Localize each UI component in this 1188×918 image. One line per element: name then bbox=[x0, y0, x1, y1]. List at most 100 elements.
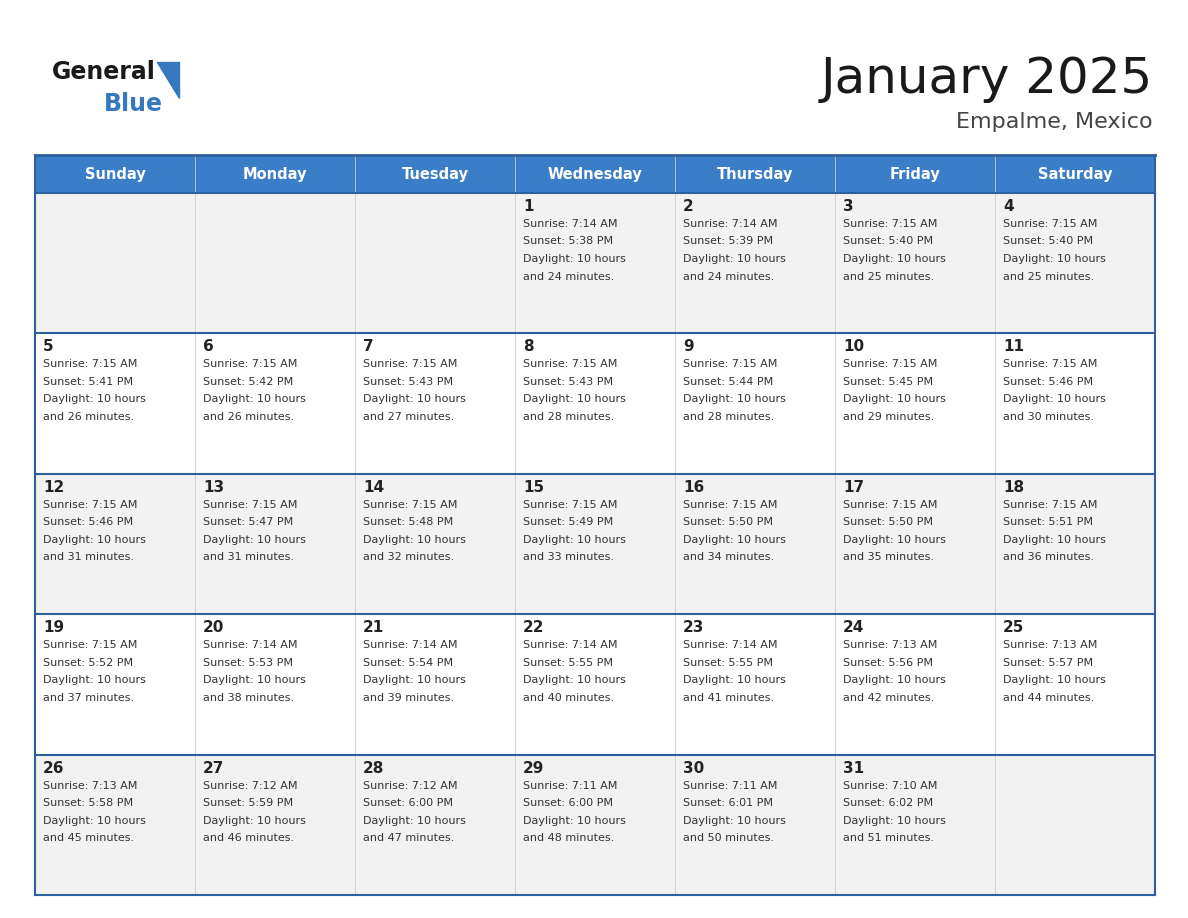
Text: Sunset: 5:50 PM: Sunset: 5:50 PM bbox=[683, 518, 773, 527]
Text: Daylight: 10 hours: Daylight: 10 hours bbox=[843, 535, 946, 544]
Bar bbox=[34, 155, 195, 193]
Text: Sunset: 5:52 PM: Sunset: 5:52 PM bbox=[43, 657, 133, 667]
Text: Sunrise: 7:15 AM: Sunrise: 7:15 AM bbox=[843, 219, 937, 229]
Text: Sunrise: 7:15 AM: Sunrise: 7:15 AM bbox=[43, 499, 138, 509]
Bar bbox=[195, 155, 355, 193]
Text: 15: 15 bbox=[523, 480, 544, 495]
Text: 2: 2 bbox=[683, 199, 694, 214]
Text: and 27 minutes.: and 27 minutes. bbox=[364, 412, 454, 422]
Text: 31: 31 bbox=[843, 761, 864, 776]
Text: and 48 minutes.: and 48 minutes. bbox=[523, 834, 614, 843]
Text: Sunrise: 7:15 AM: Sunrise: 7:15 AM bbox=[43, 360, 138, 369]
Text: Empalme, Mexico: Empalme, Mexico bbox=[956, 112, 1154, 132]
Text: 22: 22 bbox=[523, 621, 544, 635]
Text: General: General bbox=[52, 60, 156, 84]
Text: and 24 minutes.: and 24 minutes. bbox=[683, 272, 775, 282]
Text: Sunset: 5:38 PM: Sunset: 5:38 PM bbox=[523, 237, 613, 247]
Text: 9: 9 bbox=[683, 340, 694, 354]
Text: Sunset: 5:47 PM: Sunset: 5:47 PM bbox=[203, 518, 293, 527]
Text: Sunset: 5:43 PM: Sunset: 5:43 PM bbox=[364, 377, 453, 386]
Text: Sunset: 5:49 PM: Sunset: 5:49 PM bbox=[523, 518, 613, 527]
Text: and 51 minutes.: and 51 minutes. bbox=[843, 834, 934, 843]
Text: 6: 6 bbox=[203, 340, 214, 354]
Bar bbox=[996, 155, 1155, 193]
Text: and 40 minutes.: and 40 minutes. bbox=[523, 693, 614, 702]
Bar bbox=[34, 474, 1155, 614]
Text: Daylight: 10 hours: Daylight: 10 hours bbox=[523, 254, 626, 264]
Text: 4: 4 bbox=[1003, 199, 1013, 214]
Text: Sunrise: 7:14 AM: Sunrise: 7:14 AM bbox=[683, 219, 777, 229]
Text: Sunrise: 7:14 AM: Sunrise: 7:14 AM bbox=[203, 640, 297, 650]
Text: 27: 27 bbox=[203, 761, 225, 776]
Text: Sunset: 5:57 PM: Sunset: 5:57 PM bbox=[1003, 657, 1093, 667]
Text: Daylight: 10 hours: Daylight: 10 hours bbox=[523, 395, 626, 405]
Text: Daylight: 10 hours: Daylight: 10 hours bbox=[843, 815, 946, 825]
Text: and 45 minutes.: and 45 minutes. bbox=[43, 834, 134, 843]
Bar bbox=[34, 193, 1155, 333]
Text: and 29 minutes.: and 29 minutes. bbox=[843, 412, 934, 422]
Text: Monday: Monday bbox=[242, 166, 308, 182]
Text: Daylight: 10 hours: Daylight: 10 hours bbox=[683, 395, 786, 405]
Text: Sunrise: 7:14 AM: Sunrise: 7:14 AM bbox=[523, 219, 618, 229]
Text: Sunrise: 7:15 AM: Sunrise: 7:15 AM bbox=[203, 499, 297, 509]
Text: Sunrise: 7:15 AM: Sunrise: 7:15 AM bbox=[843, 360, 937, 369]
Text: Sunset: 5:46 PM: Sunset: 5:46 PM bbox=[1003, 377, 1093, 386]
Text: Sunrise: 7:15 AM: Sunrise: 7:15 AM bbox=[683, 499, 777, 509]
Bar bbox=[34, 614, 1155, 755]
Bar bbox=[516, 155, 675, 193]
Text: Saturday: Saturday bbox=[1038, 166, 1112, 182]
Text: Sunrise: 7:15 AM: Sunrise: 7:15 AM bbox=[843, 499, 937, 509]
Text: Daylight: 10 hours: Daylight: 10 hours bbox=[523, 676, 626, 685]
Text: Sunset: 6:02 PM: Sunset: 6:02 PM bbox=[843, 798, 933, 808]
Text: Sunset: 5:53 PM: Sunset: 5:53 PM bbox=[203, 657, 293, 667]
Text: Daylight: 10 hours: Daylight: 10 hours bbox=[1003, 254, 1106, 264]
Bar bbox=[34, 755, 1155, 895]
Text: Sunrise: 7:14 AM: Sunrise: 7:14 AM bbox=[364, 640, 457, 650]
Text: 24: 24 bbox=[843, 621, 865, 635]
Text: 5: 5 bbox=[43, 340, 53, 354]
Text: 19: 19 bbox=[43, 621, 64, 635]
Text: and 34 minutes.: and 34 minutes. bbox=[683, 553, 775, 563]
Text: and 50 minutes.: and 50 minutes. bbox=[683, 834, 775, 843]
Text: 1: 1 bbox=[523, 199, 533, 214]
Text: Daylight: 10 hours: Daylight: 10 hours bbox=[683, 815, 786, 825]
Text: January 2025: January 2025 bbox=[821, 55, 1154, 103]
Text: and 31 minutes.: and 31 minutes. bbox=[203, 553, 293, 563]
Text: Sunrise: 7:15 AM: Sunrise: 7:15 AM bbox=[1003, 499, 1098, 509]
Text: 16: 16 bbox=[683, 480, 704, 495]
Text: Daylight: 10 hours: Daylight: 10 hours bbox=[364, 535, 466, 544]
Text: Sunrise: 7:13 AM: Sunrise: 7:13 AM bbox=[43, 780, 138, 790]
Text: and 37 minutes.: and 37 minutes. bbox=[43, 693, 134, 702]
Text: and 39 minutes.: and 39 minutes. bbox=[364, 693, 454, 702]
Text: Sunset: 5:55 PM: Sunset: 5:55 PM bbox=[523, 657, 613, 667]
Text: Sunrise: 7:15 AM: Sunrise: 7:15 AM bbox=[364, 360, 457, 369]
Text: Sunrise: 7:12 AM: Sunrise: 7:12 AM bbox=[203, 780, 297, 790]
Text: 18: 18 bbox=[1003, 480, 1024, 495]
Text: and 28 minutes.: and 28 minutes. bbox=[683, 412, 775, 422]
Text: Sunset: 5:42 PM: Sunset: 5:42 PM bbox=[203, 377, 293, 386]
Text: and 46 minutes.: and 46 minutes. bbox=[203, 834, 295, 843]
Text: Daylight: 10 hours: Daylight: 10 hours bbox=[364, 676, 466, 685]
Text: 29: 29 bbox=[523, 761, 544, 776]
Bar bbox=[835, 155, 996, 193]
Text: Sunrise: 7:13 AM: Sunrise: 7:13 AM bbox=[843, 640, 937, 650]
Text: 30: 30 bbox=[683, 761, 704, 776]
Text: Sunrise: 7:15 AM: Sunrise: 7:15 AM bbox=[203, 360, 297, 369]
Text: Daylight: 10 hours: Daylight: 10 hours bbox=[843, 254, 946, 264]
Text: and 32 minutes.: and 32 minutes. bbox=[364, 553, 454, 563]
Text: Daylight: 10 hours: Daylight: 10 hours bbox=[43, 535, 146, 544]
Text: Sunrise: 7:11 AM: Sunrise: 7:11 AM bbox=[523, 780, 618, 790]
Text: Daylight: 10 hours: Daylight: 10 hours bbox=[43, 676, 146, 685]
Text: 12: 12 bbox=[43, 480, 64, 495]
Text: 13: 13 bbox=[203, 480, 225, 495]
Text: Sunset: 6:01 PM: Sunset: 6:01 PM bbox=[683, 798, 773, 808]
Text: 26: 26 bbox=[43, 761, 64, 776]
Text: Sunrise: 7:15 AM: Sunrise: 7:15 AM bbox=[523, 499, 618, 509]
Text: and 26 minutes.: and 26 minutes. bbox=[43, 412, 134, 422]
Text: 14: 14 bbox=[364, 480, 384, 495]
Text: Thursday: Thursday bbox=[716, 166, 794, 182]
Text: Tuesday: Tuesday bbox=[402, 166, 468, 182]
Text: 28: 28 bbox=[364, 761, 385, 776]
Text: Sunrise: 7:15 AM: Sunrise: 7:15 AM bbox=[1003, 219, 1098, 229]
Text: Sunset: 6:00 PM: Sunset: 6:00 PM bbox=[523, 798, 613, 808]
